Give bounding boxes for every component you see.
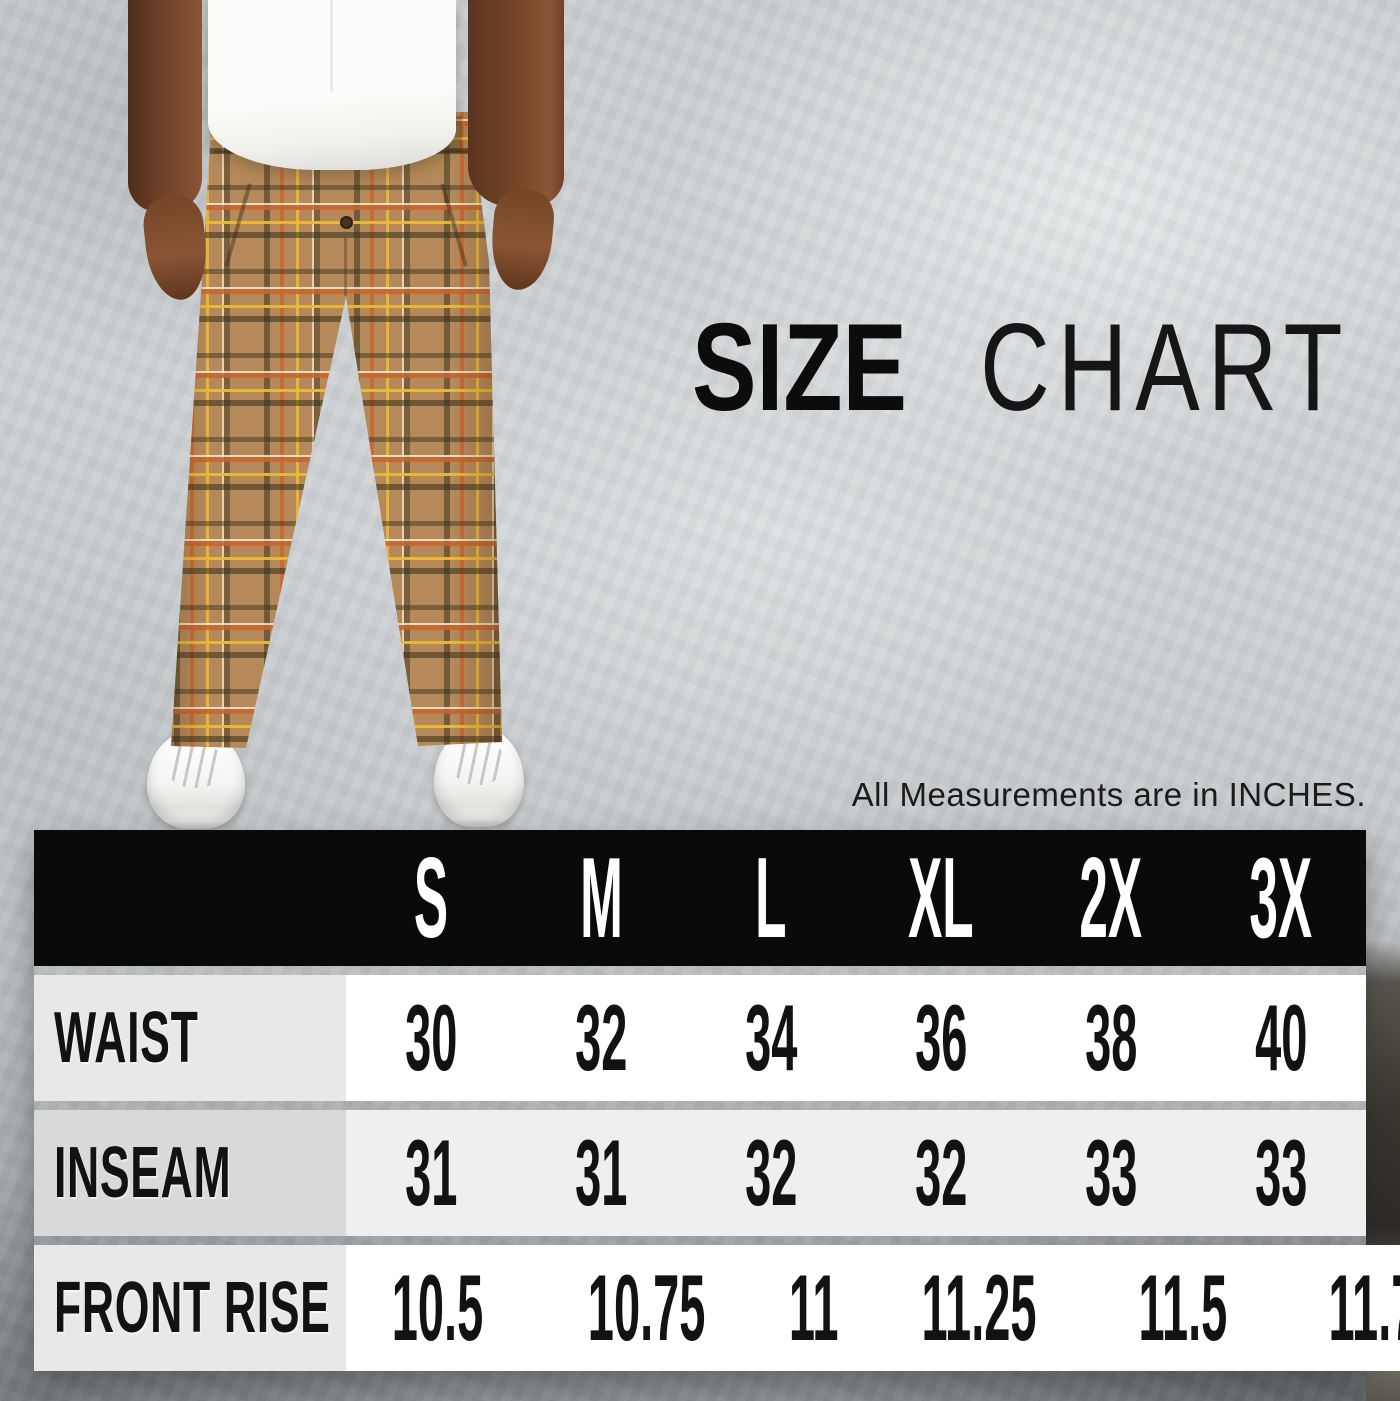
header-cell-xl: XL	[908, 834, 974, 962]
row-label: FRONT RISE	[34, 1245, 346, 1371]
right-sneaker	[434, 728, 524, 827]
table-cell: 34	[686, 975, 856, 1101]
table-header-row: S M L XL 2X 3X	[34, 830, 1366, 966]
table-cell: 10.75	[528, 1245, 765, 1371]
size-chart-table: S M L XL 2X 3X WAIST 30 32 34 36 38 40 I…	[34, 830, 1400, 1371]
table-cell: 11.75	[1271, 1245, 1400, 1371]
model-shirt	[208, 0, 456, 170]
model-left-hand	[140, 193, 212, 303]
model-left-arm	[128, 0, 202, 212]
table-cell: 32	[856, 1110, 1026, 1236]
table-cell: 33	[1026, 1110, 1196, 1236]
title-chart: CHART	[980, 299, 1351, 437]
table-cell: 33	[1196, 1110, 1366, 1236]
pants-button	[340, 216, 353, 229]
table-row-inseam: INSEAM 31 31 32 32 33 33	[34, 1110, 1366, 1236]
plaid-pants	[171, 112, 502, 748]
row-label: WAIST	[34, 975, 346, 1101]
table-cell: 38	[1026, 975, 1196, 1101]
model-right-hand	[487, 187, 557, 293]
table-row-waist: WAIST 30 32 34 36 38 40	[34, 975, 1366, 1101]
header-cell-3x: 3X	[1249, 834, 1313, 962]
table-row-front-rise: FRONT RISE 10.5 10.75 11 11.25 11.5 11.7…	[34, 1245, 1400, 1371]
table-cell: 11.25	[863, 1245, 1094, 1371]
table-cell: 40	[1196, 975, 1366, 1101]
header-cell-s: S	[413, 834, 449, 962]
table-cell: 11	[764, 1245, 864, 1371]
table-cell: 31	[516, 1110, 686, 1236]
table-cell: 30	[346, 975, 516, 1101]
table-cell: 32	[686, 1110, 856, 1236]
row-label: INSEAM	[34, 1110, 346, 1236]
model-right-arm	[468, 0, 564, 206]
page-title: SIZE CHART	[692, 306, 1372, 438]
table-cell: 32	[516, 975, 686, 1101]
title-size: SIZE	[692, 299, 907, 437]
table-cell: 11.5	[1093, 1245, 1272, 1371]
product-photo-model	[0, 0, 700, 840]
fly-crease	[344, 238, 347, 296]
measurement-note: All Measurements are in INCHES.	[851, 776, 1366, 813]
header-cell-m: M	[579, 834, 623, 962]
header-cell-2x: 2X	[1079, 834, 1143, 962]
table-cell: 31	[346, 1110, 516, 1236]
table-cell: 10.5	[346, 1245, 529, 1371]
table-cell: 36	[856, 975, 1026, 1101]
header-cell-l: L	[755, 834, 787, 962]
